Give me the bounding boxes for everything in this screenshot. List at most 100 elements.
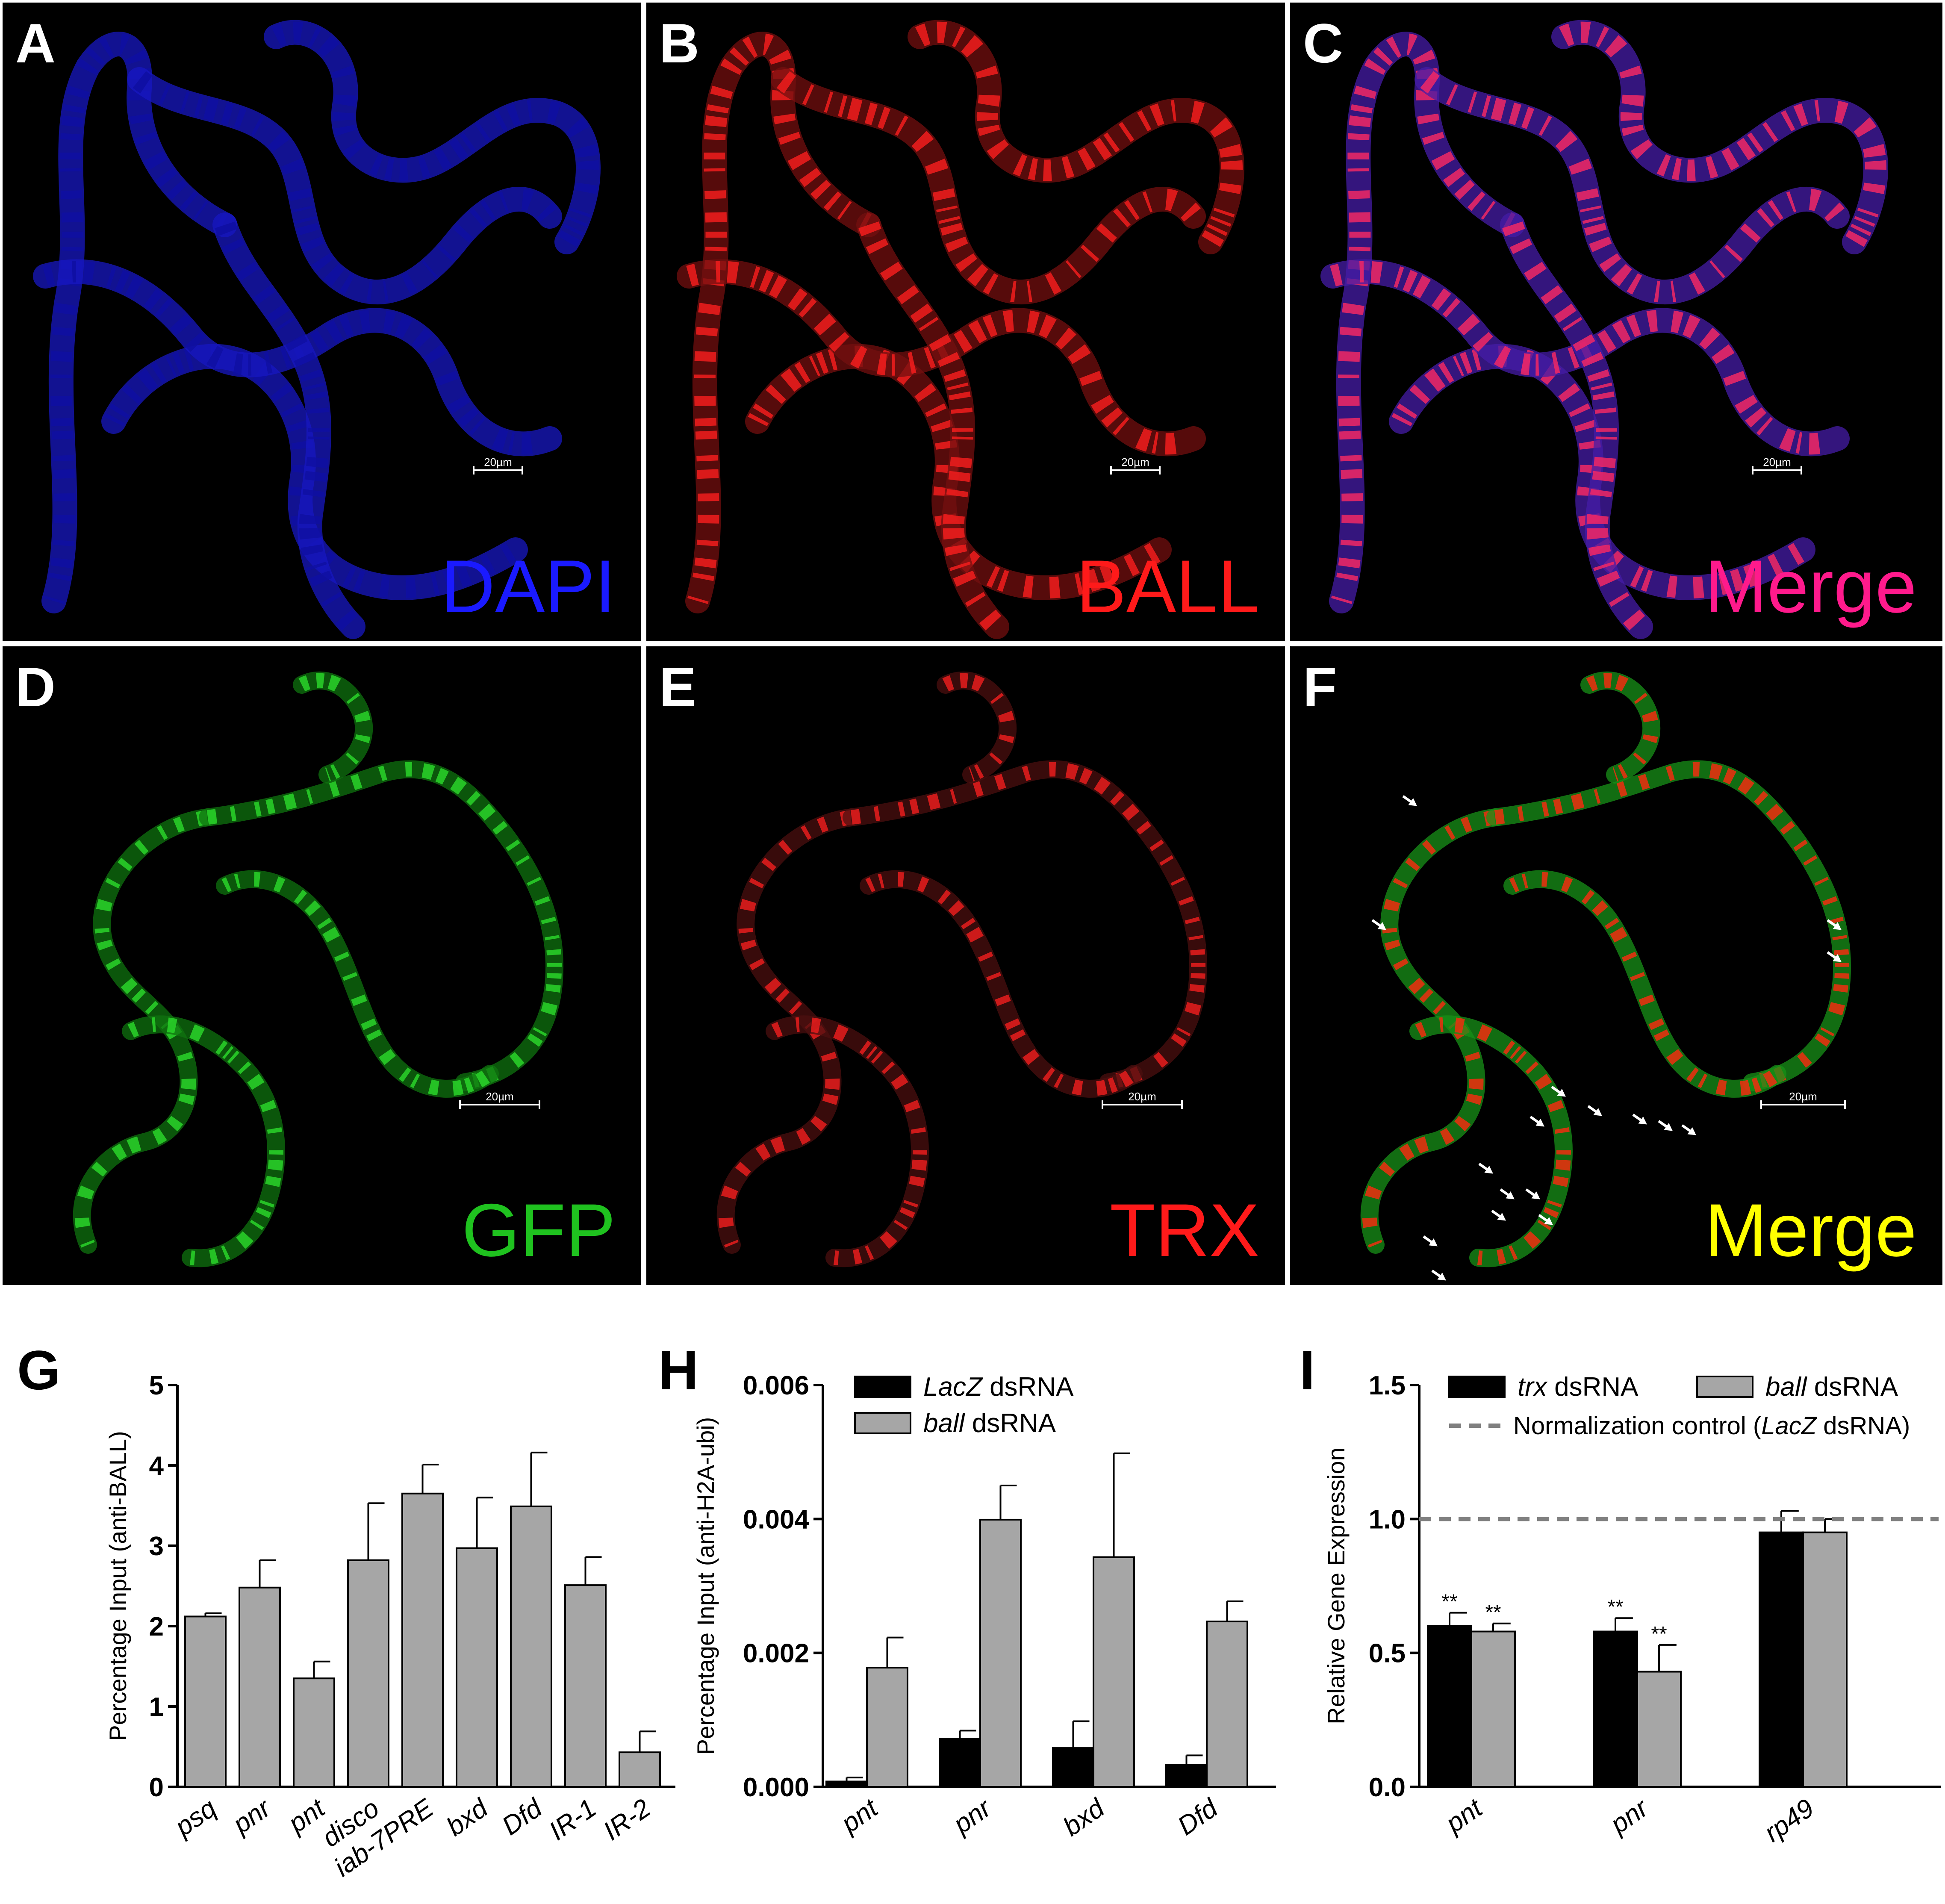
micrograph-panel-b: B 20µm BALL xyxy=(646,3,1285,641)
micrograph-image xyxy=(1360,671,1851,1281)
bar xyxy=(1165,1764,1208,1788)
x-tick-label: pnr xyxy=(1604,1793,1654,1840)
channel-label: Merge xyxy=(1704,545,1917,628)
bar xyxy=(347,1559,389,1788)
x-tick-label: pnr xyxy=(227,1793,277,1840)
micrograph-panel-a: A 20µm DAPI xyxy=(3,3,641,641)
x-tick-label: pnr xyxy=(947,1793,997,1840)
x-tick-label: Dfd xyxy=(497,1793,548,1841)
legend-swatch xyxy=(1696,1376,1753,1398)
arrow-icon xyxy=(1529,1116,1544,1127)
micrograph-panel-f: F 20µm Merge xyxy=(1290,646,1942,1285)
chart-i: 0.0 0.5 1.0 1.5 Relative Gene Expression ** **… xyxy=(1323,1371,1941,1848)
arrow-icon xyxy=(1658,1120,1673,1131)
arrow-icon xyxy=(1500,1188,1515,1200)
scale-bar: 20µm xyxy=(473,456,523,475)
bar xyxy=(619,1751,661,1788)
bar xyxy=(1427,1625,1472,1788)
y-tick-label: 0.000 xyxy=(743,1773,809,1802)
channel-label: TRX xyxy=(1110,1189,1259,1272)
significance-label: ** xyxy=(1651,1623,1667,1645)
micrograph-panel-e: E 20µm TRX xyxy=(646,646,1285,1285)
x-tick-label: pnt xyxy=(1440,1792,1488,1839)
y-tick-label: 1.0 xyxy=(1369,1505,1406,1534)
legend-label: ball dsRNA xyxy=(923,1409,1056,1438)
arrow-icon xyxy=(1827,919,1842,930)
significance-label: ** xyxy=(1441,1591,1457,1613)
arrow-icon xyxy=(1525,1188,1540,1200)
x-tick-label: Dfd xyxy=(1172,1793,1224,1841)
micrograph-panel-d: D 20µm GFP xyxy=(3,646,641,1285)
micrograph-panel-c: C 20µm Merge xyxy=(1290,3,1942,641)
chart-h: 0.000 0.002 0.004 0.006 Percentage Input (an… xyxy=(693,1371,1276,1842)
y-tick-label: 0 xyxy=(149,1773,164,1802)
bar xyxy=(510,1505,552,1788)
arrow-icon xyxy=(1538,1214,1553,1225)
y-tick-label: 0.002 xyxy=(743,1639,809,1668)
y-tick-label: 5 xyxy=(149,1371,164,1400)
panel-label-h: H xyxy=(658,1339,698,1401)
micrograph-image xyxy=(677,20,1244,639)
panel-label: A xyxy=(15,12,56,74)
legend-label: trx dsRNA xyxy=(1518,1372,1639,1402)
bar xyxy=(1052,1747,1094,1788)
bar xyxy=(401,1492,444,1788)
significance-label: ** xyxy=(1607,1596,1623,1618)
channel-label: BALL xyxy=(1076,545,1259,628)
legend-swatch xyxy=(854,1412,911,1434)
bar xyxy=(1093,1556,1135,1788)
x-tick-label: psq xyxy=(169,1793,222,1842)
y-tick-label: 2 xyxy=(149,1612,164,1642)
arrow-icon xyxy=(1551,1086,1566,1097)
channel-label: GFP xyxy=(462,1189,616,1272)
channel-label: Merge xyxy=(1704,1189,1917,1272)
arrow-icon xyxy=(1681,1124,1696,1135)
channel-label: DAPI xyxy=(441,545,616,628)
panel-label-g: G xyxy=(17,1339,61,1401)
bar xyxy=(939,1738,981,1788)
micrograph-image xyxy=(73,671,563,1267)
scale-bar: 20µm xyxy=(1110,456,1161,475)
bar xyxy=(456,1547,498,1788)
scale-bar: 20µm xyxy=(1752,456,1802,475)
x-tick-label: pnt xyxy=(835,1792,884,1839)
panel-label: C xyxy=(1303,12,1343,74)
y-tick-label: 4 xyxy=(149,1451,164,1481)
arrow-icon xyxy=(1371,919,1386,930)
legend-swatch xyxy=(854,1376,911,1398)
y-tick-label: 0.5 xyxy=(1369,1639,1406,1668)
significance-label: ** xyxy=(1485,1601,1501,1624)
y-axis-label: Percentage Input (anti-BALL) xyxy=(104,1431,131,1741)
panel-label: E xyxy=(659,656,696,718)
legend-label: ball dsRNA xyxy=(1765,1372,1898,1402)
bar xyxy=(1206,1621,1248,1788)
micrograph-image xyxy=(33,20,601,639)
y-axis-label: Percentage Input (anti-H2A-ubi) xyxy=(693,1417,719,1755)
y-tick-label: 0.004 xyxy=(743,1505,810,1534)
bar xyxy=(1593,1630,1638,1788)
legend-label: LacZ dsRNA xyxy=(923,1372,1074,1402)
y-tick-label: 3 xyxy=(149,1532,164,1561)
x-tick-label: rp49 xyxy=(1759,1793,1819,1848)
y-tick-label: 1.5 xyxy=(1369,1371,1406,1400)
x-tick-label: IR-1 xyxy=(544,1793,602,1846)
bar xyxy=(1636,1671,1682,1788)
scale-bar: 20µm xyxy=(459,1090,540,1109)
arrow-icon xyxy=(1431,1270,1446,1281)
arrow-icon xyxy=(1491,1210,1506,1221)
bar xyxy=(564,1584,607,1788)
bar xyxy=(1802,1531,1848,1788)
panel-label: D xyxy=(15,656,56,718)
arrow-icon xyxy=(1587,1105,1602,1116)
bar xyxy=(979,1518,1022,1788)
arrow-icon xyxy=(1402,795,1417,806)
panel-label-i: I xyxy=(1300,1339,1315,1401)
bar xyxy=(184,1615,227,1788)
x-tick-label: bxd xyxy=(441,1793,494,1842)
arrow-icon xyxy=(1632,1114,1647,1125)
scale-bar: 20µm xyxy=(1760,1090,1846,1109)
bar xyxy=(866,1667,908,1788)
y-tick-label: 0.0 xyxy=(1369,1773,1406,1802)
y-tick-label: 0.006 xyxy=(743,1371,809,1400)
bar xyxy=(825,1780,868,1788)
